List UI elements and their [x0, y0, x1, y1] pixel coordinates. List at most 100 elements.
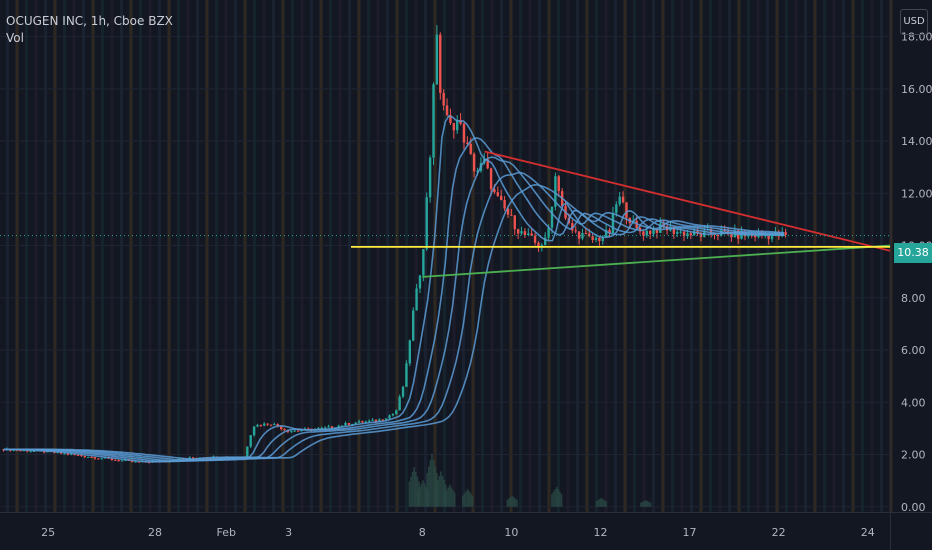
- candle-body: [594, 237, 598, 241]
- candle-body: [472, 153, 476, 172]
- candle-body: [93, 457, 97, 459]
- session-stripe: [585, 0, 589, 512]
- session-stripe: [433, 0, 437, 512]
- candle-body: [655, 229, 659, 233]
- candle-body: [513, 215, 516, 230]
- session-stripe: [196, 0, 199, 512]
- candle-body: [90, 456, 93, 458]
- candle-body: [533, 235, 537, 243]
- volume-bar: [468, 491, 471, 507]
- candle-body: [588, 233, 591, 237]
- candle-body: [581, 232, 584, 239]
- session-stripe: [785, 0, 788, 512]
- candle-body: [544, 237, 547, 245]
- volume-bar: [597, 500, 599, 507]
- volume-indicator-label[interactable]: Vol: [6, 31, 24, 45]
- volume-bar: [444, 492, 446, 507]
- candle-body: [571, 222, 574, 231]
- candle-body: [137, 461, 141, 463]
- session-stripe: [243, 0, 247, 512]
- session-stripe: [82, 0, 85, 512]
- candle-body: [598, 237, 601, 242]
- candle-body: [456, 119, 459, 131]
- candle-body: [371, 419, 374, 421]
- volume-bar: [432, 460, 435, 507]
- candle-body: [347, 423, 351, 425]
- session-stripe: [557, 0, 560, 512]
- session-stripe: [718, 0, 722, 512]
- candle-body: [19, 450, 22, 452]
- volume-bar: [443, 480, 445, 507]
- volume-bar: [453, 492, 456, 507]
- volume-bar: [595, 501, 598, 507]
- session-stripe: [766, 0, 769, 512]
- session-stripe: [614, 0, 617, 512]
- volume-bar: [640, 502, 642, 507]
- candle-body: [273, 424, 276, 426]
- session-stripe: [623, 0, 627, 512]
- volume-bar: [426, 472, 428, 507]
- price-tick-label: 14.00: [901, 135, 932, 148]
- candle-body: [432, 84, 435, 158]
- candle-body: [469, 143, 472, 154]
- candle-body: [445, 105, 449, 116]
- candle-body: [770, 235, 774, 240]
- session-stripe: [804, 0, 807, 512]
- session-stripe: [538, 0, 541, 512]
- candle-body: [246, 446, 249, 458]
- candle-body: [625, 202, 628, 218]
- candle-body: [611, 213, 615, 234]
- session-stripe: [91, 0, 95, 512]
- volume-bar: [429, 460, 432, 507]
- candle-body: [574, 230, 577, 232]
- session-stripe: [120, 0, 123, 512]
- candle-body: [510, 214, 513, 216]
- candle-body: [686, 233, 689, 237]
- currency-button[interactable]: USD: [900, 9, 928, 35]
- time-tick-label: 12: [593, 526, 607, 539]
- candle-body: [317, 428, 320, 430]
- candle-body: [591, 236, 594, 241]
- candle-body: [32, 451, 36, 453]
- candle-body: [354, 422, 357, 425]
- volume-bar: [466, 489, 469, 507]
- session-stripe: [509, 0, 513, 512]
- session-stripe: [272, 0, 275, 512]
- volume-bar: [471, 495, 474, 507]
- candle-body: [537, 242, 540, 248]
- candle-body: [527, 233, 530, 235]
- volume-bar: [602, 499, 604, 507]
- candle-body: [767, 235, 770, 240]
- volume-bar: [436, 480, 439, 507]
- session-stripe: [319, 0, 323, 512]
- candle-body: [716, 234, 720, 236]
- volume-bar: [603, 500, 606, 507]
- candle-body: [679, 231, 682, 233]
- candle-body: [103, 457, 107, 459]
- volume-bar: [452, 490, 454, 507]
- volume-bar: [445, 490, 448, 507]
- candle-body: [411, 310, 415, 341]
- candle-body: [29, 451, 32, 453]
- candle-body: [405, 363, 408, 387]
- session-stripe: [139, 0, 142, 512]
- candle-body: [330, 426, 334, 428]
- moving-average-5: [3, 183, 785, 461]
- candle-body: [442, 92, 445, 106]
- candle-body: [134, 461, 137, 463]
- session-stripe: [851, 0, 855, 512]
- session-stripe: [53, 0, 57, 512]
- volume-bar: [435, 484, 437, 507]
- volume-bar: [649, 502, 652, 507]
- volume-bar: [449, 484, 451, 507]
- candle-body: [601, 237, 604, 242]
- volume-bar: [408, 481, 411, 507]
- volume-bar: [645, 500, 647, 507]
- candle-body: [435, 34, 439, 85]
- session-stripe: [101, 0, 104, 512]
- candle-body: [608, 229, 611, 234]
- symbol-title[interactable]: OCUGEN INC, 1h, Cboe BZX: [6, 14, 173, 28]
- volume-bar: [643, 500, 646, 507]
